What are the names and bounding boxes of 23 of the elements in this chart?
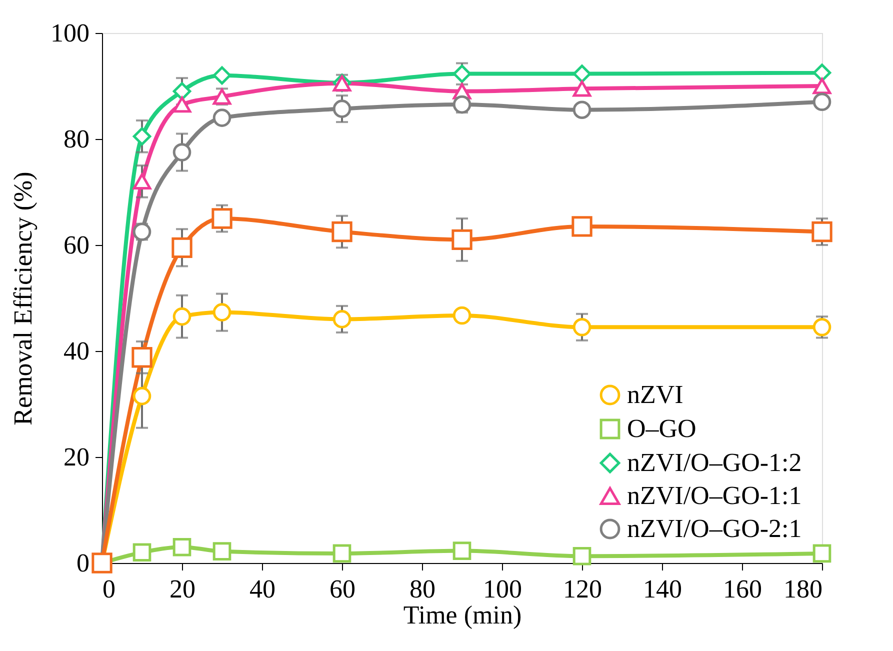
y-axis-title: Removal Efficiency (%) bbox=[8, 172, 38, 426]
x-tick-label: 80 bbox=[410, 574, 436, 604]
y-tick-label: 60 bbox=[64, 230, 90, 260]
y-tick-label: 20 bbox=[64, 442, 90, 472]
x-tick-label: 140 bbox=[643, 574, 682, 604]
legend-label: nZVI/O–GO-1:1 bbox=[627, 481, 802, 510]
y-tick-label: 100 bbox=[50, 18, 90, 48]
x-tick-label: 60 bbox=[330, 574, 356, 604]
y-tick-label: 0 bbox=[76, 548, 90, 578]
legend-label: nZVI bbox=[627, 380, 684, 409]
x-tick-label: 180 bbox=[784, 574, 822, 604]
x-tick-label: 160 bbox=[723, 574, 762, 604]
x-tick-label: 20 bbox=[170, 574, 196, 604]
legend-label: nZVI/O–GO-1:2 bbox=[627, 448, 802, 477]
x-tick-label: 100 bbox=[483, 574, 522, 604]
x-tick-label: 120 bbox=[563, 574, 602, 604]
y-tick-label: 40 bbox=[64, 336, 90, 366]
y-tick-label: 80 bbox=[64, 124, 90, 154]
x-axis-title: Time (min) bbox=[403, 600, 522, 630]
x-tick-label: 0 bbox=[102, 574, 116, 604]
legend-label: O–GO bbox=[627, 414, 696, 443]
x-tick-label: 40 bbox=[250, 574, 276, 604]
legend-label: nZVI/O–GO-2:1 bbox=[627, 514, 802, 543]
